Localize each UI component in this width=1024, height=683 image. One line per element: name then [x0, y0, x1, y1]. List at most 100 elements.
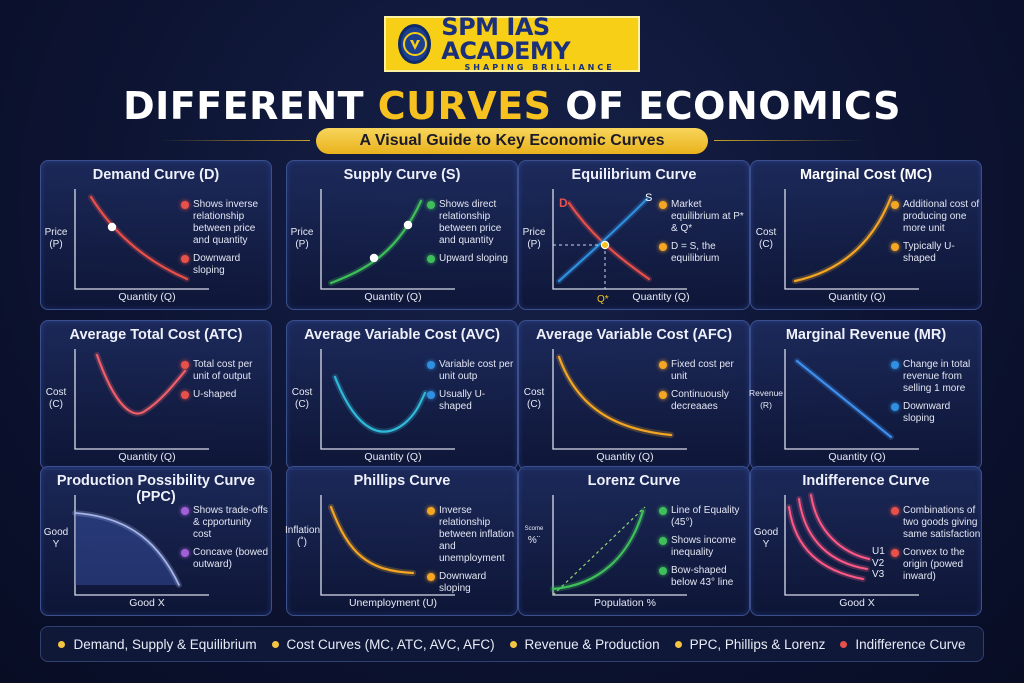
axes — [74, 189, 209, 290]
ppc-area — [75, 513, 179, 585]
x-axis-label: Good X — [129, 597, 165, 609]
x-axis-label: Good X — [839, 597, 875, 609]
demand-line — [567, 201, 651, 281]
bullet-dot-icon — [659, 567, 667, 575]
bullet-text: Fixed cost per unit — [671, 359, 734, 382]
supply-label: S — [645, 192, 652, 204]
bullet-item: Upward sloping — [427, 253, 517, 265]
bullet-text: Market equilibrium at P* & Q* — [671, 199, 744, 234]
mr-line — [795, 359, 893, 439]
supply-point-high — [403, 220, 413, 230]
bullet-item: Shows inverse relationship between price… — [181, 199, 271, 247]
bullet-item: Inverse relationship between inflation a… — [427, 505, 517, 565]
bullet-dot-icon — [427, 255, 435, 263]
x-axis-label: Quantity (Q) — [118, 451, 176, 463]
supply-curve — [329, 199, 423, 285]
bullet-dot-icon — [891, 243, 899, 251]
x-axis-label: Unemployment (U) — [348, 597, 438, 609]
bullet-item: Market equilibrium at P* & Q* — [659, 199, 749, 235]
legend-label: Indifference Curve — [855, 636, 966, 652]
bullet-dot-icon — [891, 549, 899, 557]
lorenz-curve — [551, 509, 645, 591]
bullet-dot-icon — [659, 391, 667, 399]
bullet-item: Concave (bowed outward) — [181, 547, 271, 571]
brand-name: SPM IAS ACADEMY — [441, 13, 571, 65]
card-bullets: Market equilibrium at P* & Q* D = S, the … — [659, 199, 749, 271]
card-bullets: Shows inverse relationship between price… — [181, 199, 271, 283]
legend-item: Indifference Curve — [840, 637, 965, 652]
legend-label: Revenue & Production — [524, 636, 660, 652]
bullet-item: Continuously decreaaes — [659, 389, 749, 413]
bullet-item: Typically U-shaped — [891, 241, 981, 265]
card-title: Average Variable Cost (AVC) — [304, 327, 500, 343]
curve-plot — [320, 495, 455, 596]
card-bullets: Additional cost of producing one more un… — [891, 199, 981, 271]
phillips-curve — [329, 505, 415, 575]
axes — [74, 495, 209, 596]
curve-plot — [72, 495, 209, 596]
card-avc: Average Variable Cost (AVC) Cost (C) Quanti… — [286, 320, 518, 470]
bullet-dot-icon — [659, 537, 667, 545]
card-ppc: Production Possibility Curve (PPC) Good Y G… — [40, 466, 272, 616]
card-marginal-revenue: Marginal Revenue (MR) Revenue (R) Quantity … — [749, 320, 982, 470]
bullet-dot-icon — [427, 507, 435, 515]
bullet-dot-icon — [891, 201, 899, 209]
supply-point-low — [369, 253, 379, 263]
legend-dot-icon — [840, 640, 848, 648]
axes — [320, 349, 455, 450]
legend-label: PPC, Phillips & Lorenz — [689, 636, 826, 652]
bullet-item: D = S, the equilibrium — [659, 241, 749, 265]
bullet-text: Line of Equality (45°) — [671, 505, 740, 528]
axes — [784, 349, 919, 450]
x-axis-label: Quantity (Q) — [118, 291, 176, 303]
page-subtitle: A Visual Guide to Key Economic Curves — [316, 128, 708, 154]
curve-plot — [784, 349, 919, 450]
card-indifference: Indifference Curve U1 V2 V3 Good Y Good X Combi… — [750, 466, 982, 616]
card-title: Production Possibility Curve (PPC) — [56, 473, 256, 505]
y-axis-label: Cost (C) — [45, 387, 67, 410]
card-title: Average Variable Cost (AFC) — [535, 327, 733, 343]
y-axis-top-label: Scome — [524, 526, 544, 532]
avc-curve — [333, 375, 427, 433]
card-atc: Average Total Cost (ATC) Cost (C) Quantity … — [40, 320, 272, 470]
card-title: Demand Curve (D) — [92, 167, 220, 183]
y-axis-label: Price (P) — [522, 227, 546, 250]
legend-dot-icon — [674, 640, 682, 648]
x-axis-label: Quantity (Q) — [828, 451, 886, 463]
mc-curve — [793, 195, 893, 283]
card-bullets: Change in total revenue from selling 1 m… — [891, 359, 981, 431]
card-title: Indifference Curve — [802, 473, 930, 489]
card-title: Marginal Cost (MC) — [799, 167, 933, 183]
bullet-text: Change in total revenue from selling 1 m… — [903, 359, 971, 394]
card-bullets: Total cost per unit of output U-shaped — [181, 359, 271, 407]
axes — [74, 349, 209, 450]
bullet-item: U-shaped — [181, 389, 271, 401]
bullet-item: Shows income inequality — [659, 535, 749, 559]
card-title: Equilibrium Curve — [571, 167, 697, 183]
card-supply: Supply Curve (S) Price (P) Quantity (Q) Show… — [286, 160, 518, 310]
y-axis-label: Price (P) — [44, 227, 68, 250]
x-axis-label: Quantity (Q) — [596, 451, 654, 463]
curve-plot — [74, 189, 209, 290]
bullet-dot-icon — [659, 507, 667, 515]
bullet-dot-icon — [181, 391, 189, 399]
legend-label: Cost Curves (MC, ATC, AVC, AFC) — [286, 636, 495, 652]
bullet-text: Continuously decreaaes — [671, 389, 729, 412]
legend-item: Demand, Supply & Equilibrium — [58, 637, 257, 652]
demand-point — [107, 222, 117, 232]
curve-plot — [74, 349, 209, 450]
y-axis-label: Cost (C) — [291, 387, 313, 410]
bullet-text: Shows direct relationship between price … — [439, 199, 502, 246]
brand-logo: SPM IAS ACADEMY SHAPING BRILLIANCE — [384, 13, 640, 72]
curve-plot — [552, 349, 687, 450]
x-axis-label: Quantity (Q) — [364, 451, 422, 463]
card-bullets: Line of Equality (45°) Shows income inequ… — [659, 505, 749, 595]
demand-curve — [89, 195, 189, 281]
axes — [784, 495, 919, 596]
bullet-dot-icon — [181, 507, 189, 515]
bullet-dot-icon — [181, 549, 189, 557]
bullet-dot-icon — [659, 361, 667, 369]
curve-label-u2: V2 — [872, 558, 885, 569]
card-bullets: Shows direct relationship between price … — [427, 199, 517, 271]
